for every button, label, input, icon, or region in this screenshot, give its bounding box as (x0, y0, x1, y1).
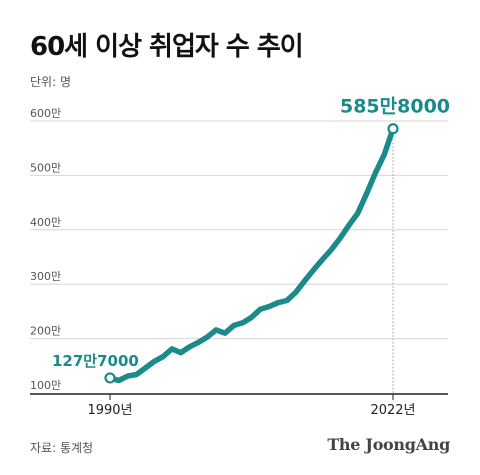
y-tick-label: 400만 (30, 216, 61, 229)
source-label: 자료: 통계청 (30, 441, 94, 455)
x-tick-label: 1990년 (87, 403, 132, 418)
start-point-marker (104, 372, 116, 384)
unit-label: 단위: 명 (30, 75, 71, 89)
series-line (107, 125, 396, 384)
y-tick-label: 200만 (30, 325, 61, 338)
end-point-marker (387, 123, 399, 135)
x-tick-label: 2022년 (370, 403, 415, 418)
chart-title: 60세 이상 취업자 수 추이 (30, 32, 304, 62)
y-tick-label: 100만 (30, 379, 61, 392)
brand-logo: The JoongAng (327, 435, 450, 454)
y-tick-label: 500만 (30, 161, 61, 174)
end-value-label: 585만8000 (340, 96, 450, 118)
start-value-label: 127만7000 (52, 352, 139, 370)
y-tick-label: 300만 (30, 270, 61, 283)
y-tick-label: 600만 (30, 107, 61, 120)
